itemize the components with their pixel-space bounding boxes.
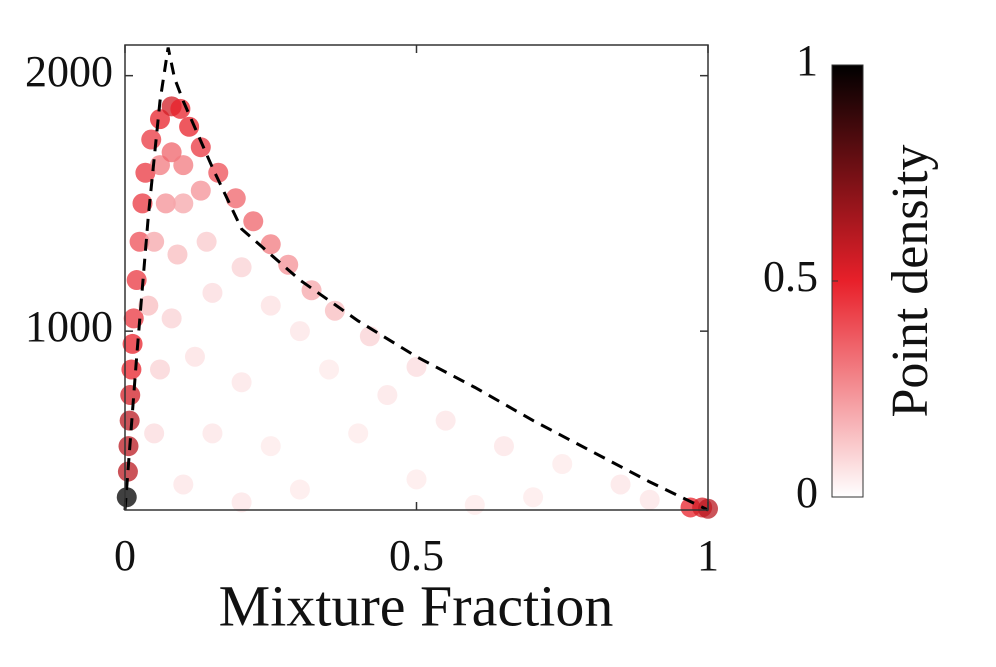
point	[184, 346, 205, 367]
colorbar-label: Point density	[882, 144, 939, 417]
point	[173, 193, 194, 214]
point	[319, 359, 340, 380]
x-tick-label: 0.5	[389, 531, 444, 580]
point	[260, 295, 281, 316]
point	[141, 129, 162, 150]
point	[639, 489, 660, 510]
point	[523, 487, 544, 508]
point	[119, 410, 140, 431]
point	[406, 356, 427, 377]
point	[116, 487, 137, 508]
point	[132, 193, 153, 214]
point	[231, 372, 252, 393]
colorbar-tick-label: 0	[796, 468, 818, 517]
point	[190, 137, 211, 158]
point	[278, 254, 299, 275]
point	[610, 474, 631, 495]
point	[173, 155, 194, 176]
point	[243, 211, 264, 232]
point	[377, 385, 398, 406]
point	[289, 321, 310, 342]
point	[202, 423, 223, 444]
point	[120, 385, 141, 406]
point	[552, 454, 573, 475]
point	[167, 244, 188, 265]
point	[155, 193, 176, 214]
point	[190, 180, 211, 201]
point	[231, 257, 252, 278]
point	[196, 231, 217, 252]
y-tick-label: 1000	[25, 302, 113, 351]
point	[149, 359, 170, 380]
point	[117, 461, 138, 482]
point	[225, 188, 246, 209]
colorbar-tick-label: 1	[796, 36, 818, 85]
point	[173, 474, 194, 495]
point	[493, 436, 514, 457]
x-axis-label: Mixture Fraction	[219, 573, 614, 638]
point	[144, 423, 165, 444]
point	[208, 162, 229, 183]
point	[231, 492, 252, 513]
point	[260, 234, 281, 255]
point	[144, 231, 165, 252]
point	[202, 282, 223, 303]
point	[138, 295, 159, 316]
point	[179, 116, 200, 137]
colorbar-tick-label: 0.5	[763, 252, 818, 301]
y-tick-label: 2000	[25, 47, 113, 96]
point	[161, 142, 182, 163]
point	[406, 469, 427, 490]
point	[464, 494, 485, 515]
point	[161, 308, 182, 329]
point	[348, 423, 369, 444]
x-tick-label: 0	[114, 531, 136, 580]
point	[324, 300, 345, 321]
point	[260, 436, 281, 457]
equilibrium-curve	[123, 47, 709, 512]
point	[435, 410, 456, 431]
x-tick-label: 1	[697, 531, 719, 580]
point	[149, 109, 170, 130]
point	[289, 479, 310, 500]
